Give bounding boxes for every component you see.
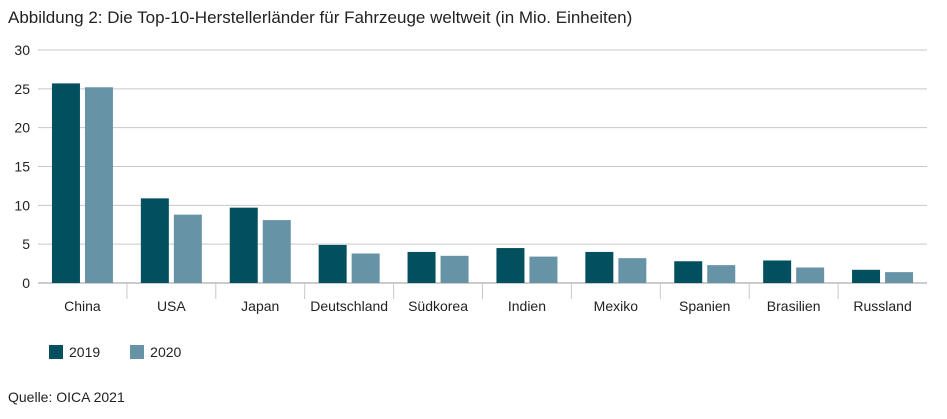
bar-deutschland-2020 [351,253,380,283]
legend-item-2019: 2019 [49,344,100,360]
x-tick-label: Japan [241,298,279,314]
bars [51,83,914,283]
y-tick-label: 5 [22,236,30,252]
source-note: Quelle: OICA 2021 [8,389,125,405]
y-tick-label: 20 [14,120,30,136]
bar-russland-2019 [852,269,881,283]
bar-japan-2019 [229,207,258,283]
bar-spanien-2019 [674,261,703,283]
bar-brasilien-2020 [796,267,825,283]
bar-südkorea-2020 [440,255,469,283]
bar-china-2019 [51,83,80,283]
legend-swatch-2020 [130,345,145,359]
bar-japan-2020 [262,220,291,283]
bar-russland-2020 [885,272,914,283]
x-tick-label: Mexiko [594,298,639,314]
bar-indien-2019 [496,248,525,283]
bar-spanien-2020 [707,265,736,283]
legend: 2019 2020 [49,344,211,360]
y-tick-label: 15 [14,159,30,175]
x-tick-label: Russland [853,298,911,314]
legend-label-2019: 2019 [69,344,101,360]
x-tick-label: Spanien [679,298,730,314]
x-tick-label: Deutschland [310,298,388,314]
bar-südkorea-2019 [407,251,436,283]
bar-deutschland-2019 [318,244,347,283]
x-axis: China USA Japan Deutschland Südkorea Indien Me… [64,283,912,314]
x-tick-label: China [64,298,101,314]
y-tick-label: 25 [14,81,30,97]
x-tick-label: Südkorea [408,298,468,314]
gridlines [38,49,927,284]
y-tick-label: 0 [22,275,30,291]
chart-title: Abbildung 2: Die Top-10-Herstellerländer… [8,8,633,27]
bar-mexiko-2019 [585,251,614,283]
legend-item-2020: 2020 [130,344,181,360]
bar-brasilien-2019 [763,260,792,283]
x-tick-label: Brasilien [767,298,821,314]
bar-usa-2020 [173,214,202,283]
bar-china-2020 [84,87,113,283]
y-axis-tick-labels: 0 5 10 15 20 25 30 [14,42,30,291]
x-tick-label: USA [157,298,186,314]
legend-label-2020: 2020 [150,344,182,360]
legend-swatch-2019 [49,345,63,359]
x-tick-label: Indien [508,298,546,314]
y-tick-label: 30 [14,42,30,58]
y-tick-label: 10 [14,197,30,213]
bar-mexiko-2020 [618,258,647,283]
bar-usa-2019 [140,198,169,283]
bar-indien-2020 [529,256,558,283]
